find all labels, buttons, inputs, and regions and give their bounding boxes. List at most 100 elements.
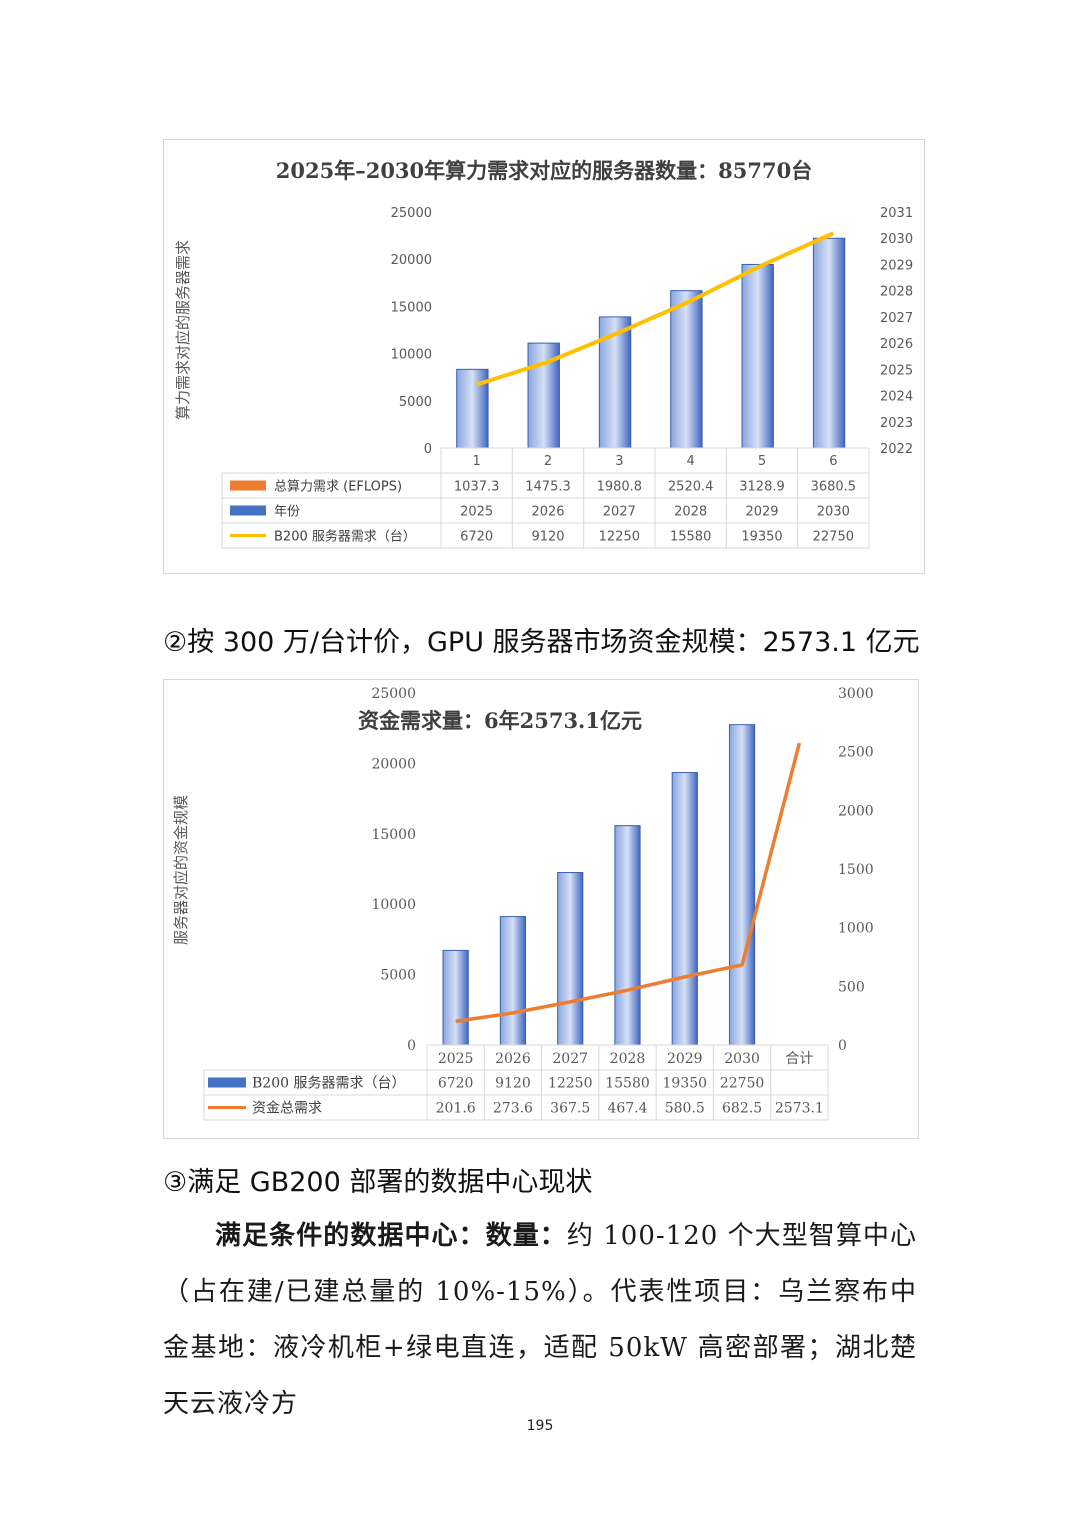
data-label: 1037.3 (454, 480, 500, 495)
y-axis-label: 算力需求对应的服务器需求 (174, 240, 192, 420)
x-tick-label: 4 (687, 454, 695, 469)
legend-swatch (208, 1077, 246, 1088)
y2-tick-label: 2027 (880, 311, 913, 326)
data-label: 9120 (495, 1076, 531, 1092)
section-heading-funding: ②按 300 万/台计价，GPU 服务器市场资金规模：2573.1 亿元 (163, 627, 920, 658)
legend-label: 总算力需求 (EFLOPS) (274, 480, 402, 495)
data-label: 2573.1 (775, 1101, 824, 1117)
y2-tick-label: 2029 (880, 258, 913, 273)
y-axis-label: 服务器对应的资金规模 (172, 795, 190, 945)
bar (671, 772, 698, 1046)
legend-swatch (230, 505, 266, 516)
data-label: 580.5 (665, 1101, 705, 1117)
data-label: 2026 (531, 505, 564, 520)
y-tick-label: 10000 (371, 897, 416, 913)
y-tick-label: 20000 (371, 756, 416, 772)
bar (741, 263, 774, 449)
x-tick-label: 5 (758, 454, 766, 469)
y-tick-label: 15000 (391, 300, 432, 315)
server-demand-chart: 2025年–2030年算力需求对应的服务器数量：85770台算力需求对应的服务器… (163, 139, 925, 574)
data-label: 2030 (817, 505, 850, 520)
data-label: 3128.9 (739, 480, 785, 495)
legend-swatch (230, 480, 266, 491)
y-tick-label: 0 (407, 1038, 416, 1054)
data-label: 1980.8 (597, 480, 643, 495)
legend-label: B200 服务器需求（台） (252, 1076, 405, 1092)
y-tick-label: 5000 (399, 395, 432, 410)
x-tick-label: 2030 (724, 1051, 760, 1067)
data-label: 15580 (670, 530, 711, 545)
series-line (455, 742, 802, 1024)
y-tick-label: 0 (424, 442, 432, 457)
page-number: 195 (526, 1418, 554, 1434)
y-tick-label: 20000 (391, 253, 432, 268)
data-label: 682.5 (722, 1101, 762, 1117)
y-tick-label: 5000 (380, 968, 416, 984)
y2-tick-label: 2028 (880, 285, 913, 300)
y-tick-label: 25000 (391, 206, 432, 221)
data-label: 467.4 (607, 1101, 647, 1117)
x-tick-label: 2025 (438, 1051, 474, 1067)
data-label: 367.5 (550, 1101, 590, 1117)
y2-tick-label: 2023 (880, 416, 913, 431)
data-label: 3680.5 (811, 480, 857, 495)
data-label: 22750 (813, 530, 854, 545)
data-label: 19350 (663, 1076, 708, 1092)
paragraph-label: 满足条件的数据中心：数量： (215, 1221, 567, 1251)
y2-tick-label: 2025 (880, 363, 913, 378)
funding-chart-svg: 资金需求量：6年2573.1亿元服务器对应的资金规模25000200001500… (172, 686, 874, 1121)
server-demand-chart-svg: 2025年–2030年算力需求对应的服务器数量：85770台算力需求对应的服务器… (174, 158, 913, 549)
data-label: 22750 (720, 1076, 765, 1092)
bar (557, 872, 584, 1046)
bar (614, 825, 641, 1046)
bar (442, 949, 469, 1046)
x-tick-label: 2026 (495, 1051, 531, 1067)
x-tick-label: 6 (829, 454, 837, 469)
section-heading-datacenter: ③满足 GB200 部署的数据中心现状 (163, 1167, 593, 1198)
y-tick-label: 25000 (371, 686, 416, 702)
data-label: 2029 (745, 505, 778, 520)
funding-chart: 资金需求量：6年2573.1亿元 服务器对应的资金规模 25000 20000 1500… (163, 679, 919, 1139)
y2-tick-label: 2022 (880, 442, 913, 457)
legend-label: 资金总需求 (252, 1101, 322, 1117)
x-tick-label: 1 (473, 454, 481, 469)
y2-tick-label: 1000 (838, 921, 874, 937)
data-label: 2520.4 (668, 480, 714, 495)
data-label: 6720 (460, 530, 493, 545)
data-label: 201.6 (436, 1101, 476, 1117)
x-tick-label: 3 (615, 454, 623, 469)
x-tick-label: 2 (544, 454, 552, 469)
y2-tick-label: 500 (838, 979, 865, 995)
data-label: 12250 (599, 530, 640, 545)
data-label: 2025 (460, 505, 493, 520)
x-tick-label: 2028 (610, 1051, 646, 1067)
bar (499, 916, 527, 1046)
chart-title: 资金需求量：6年2573.1亿元 (358, 708, 642, 733)
paragraph-body: 约 100-120 个大型智算中心（占在建/已建总量的 10%-15%）。代表性… (163, 1221, 917, 1419)
data-label: 2028 (674, 505, 707, 520)
x-tick-label: 2029 (667, 1051, 703, 1067)
y2-tick-label: 2026 (880, 337, 913, 352)
series-line (476, 231, 835, 387)
legend-label: 年份 (274, 505, 300, 520)
datacenter-paragraph: 满足条件的数据中心：数量：约 100-120 个大型智算中心（占在建/已建总量的… (163, 1208, 917, 1432)
data-label: 19350 (741, 530, 782, 545)
y2-tick-label: 2500 (838, 745, 874, 761)
bar (728, 724, 756, 1046)
data-label: 9120 (531, 530, 564, 545)
y-tick-label: 10000 (391, 348, 432, 363)
y-tick-label: 15000 (371, 827, 416, 843)
data-label: 15580 (605, 1076, 650, 1092)
y2-tick-label: 3000 (838, 686, 874, 702)
y2-tick-label: 2024 (880, 390, 913, 405)
bar (670, 290, 703, 449)
data-label: 12250 (548, 1076, 593, 1092)
y2-tick-label: 0 (838, 1038, 847, 1054)
legend-label: B200 服务器需求（台） (274, 529, 416, 545)
y2-tick-label: 2000 (838, 803, 874, 819)
y2-tick-label: 1500 (838, 862, 874, 878)
y2-tick-label: 2030 (880, 232, 913, 247)
chart-title: 2025年–2030年算力需求对应的服务器数量：85770台 (276, 158, 812, 183)
y2-tick-label: 2031 (880, 206, 913, 221)
data-label: 2027 (603, 505, 636, 520)
